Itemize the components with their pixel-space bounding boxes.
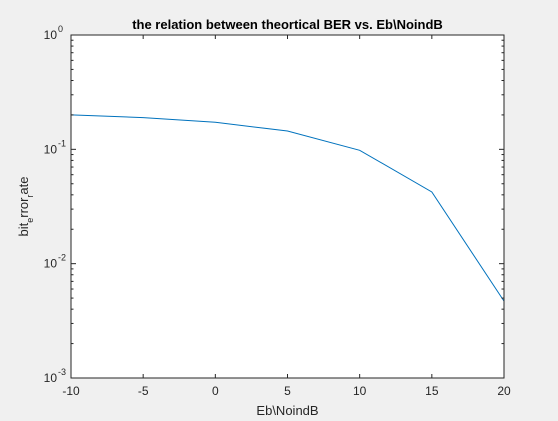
y-label-part: ate — [16, 176, 31, 194]
y-tick-label: 10 — [44, 371, 58, 385]
x-axis-label: Eb\NoindB — [256, 403, 318, 418]
y-tick-base: 10 — [44, 257, 58, 271]
x-tick-label: 0 — [212, 384, 219, 398]
x-tick-label: -5 — [138, 384, 149, 398]
y-tick-exponent: -2 — [58, 253, 66, 263]
y-axis-label: biterrorrate — [16, 176, 35, 236]
y-tick-exponent: -3 — [58, 367, 66, 377]
y-label-subscript: r — [25, 195, 35, 198]
x-tick-label: 5 — [284, 384, 291, 398]
y-axis-label-text: biterrorrate — [16, 176, 35, 236]
y-tick-label: 10 — [44, 142, 58, 156]
x-tick-label: 10 — [353, 384, 367, 398]
x-tick-label: 15 — [425, 384, 439, 398]
y-tick-exponent: 0 — [58, 24, 63, 34]
y-tick-base: 10 — [44, 28, 58, 42]
y-label-part: bit — [16, 222, 31, 236]
axes-background — [71, 35, 504, 378]
y-tick-base: 10 — [44, 142, 58, 156]
y-tick-base: 10 — [44, 371, 58, 385]
y-tick-label: 10 — [44, 257, 58, 271]
chart-title: the relation between theortical BER vs. … — [132, 17, 443, 32]
x-tick-label: -10 — [62, 384, 80, 398]
y-tick-label: 10 — [44, 28, 58, 42]
y-tick-exponent: -1 — [58, 138, 66, 148]
y-label-subscript: e — [25, 218, 35, 223]
x-tick-label: 20 — [497, 384, 511, 398]
y-label-part: rror — [16, 197, 31, 218]
